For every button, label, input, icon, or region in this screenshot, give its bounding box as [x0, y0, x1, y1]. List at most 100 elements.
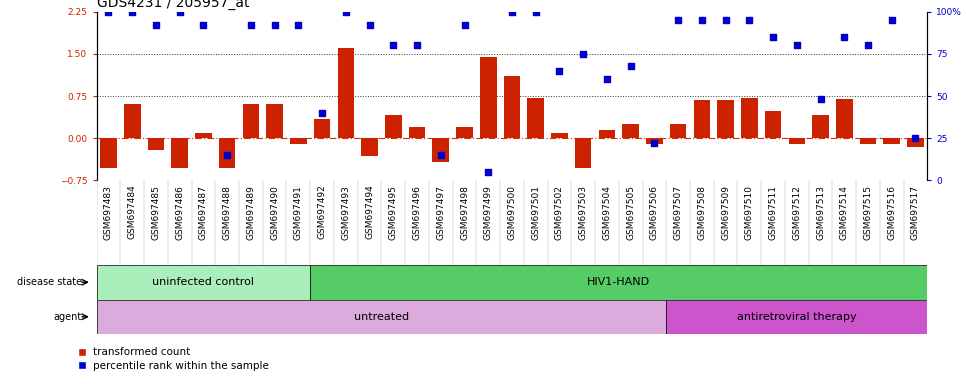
Text: GSM697492: GSM697492: [318, 185, 327, 240]
Point: [267, 22, 282, 28]
Text: GSM697509: GSM697509: [721, 185, 730, 240]
Point: [552, 68, 567, 74]
Bar: [409, 127, 425, 138]
Bar: [148, 138, 164, 149]
Text: GSM697512: GSM697512: [792, 185, 802, 240]
Text: GSM697488: GSM697488: [222, 185, 232, 240]
Bar: [575, 138, 591, 167]
Bar: [97, 265, 310, 300]
Point: [670, 17, 686, 23]
Text: GSM697493: GSM697493: [341, 185, 351, 240]
Point: [718, 17, 733, 23]
Text: GSM697485: GSM697485: [152, 185, 160, 240]
Point: [338, 8, 354, 15]
Text: GSM697500: GSM697500: [507, 185, 517, 240]
Bar: [884, 138, 900, 144]
Text: GSM697501: GSM697501: [531, 185, 540, 240]
Bar: [456, 127, 472, 138]
Text: antiretroviral therapy: antiretroviral therapy: [737, 312, 857, 322]
Bar: [907, 138, 923, 147]
Point: [623, 63, 639, 69]
Point: [243, 22, 259, 28]
Text: GSM697489: GSM697489: [246, 185, 255, 240]
Bar: [836, 99, 853, 138]
Bar: [242, 104, 259, 138]
Text: GSM697505: GSM697505: [626, 185, 636, 240]
Point: [599, 76, 614, 82]
Text: GSM697507: GSM697507: [673, 185, 683, 240]
Point: [148, 22, 163, 28]
Text: GSM697502: GSM697502: [554, 185, 564, 240]
Point: [172, 8, 187, 15]
Text: GSM697486: GSM697486: [175, 185, 185, 240]
Text: disease state: disease state: [17, 277, 82, 287]
Point: [504, 8, 520, 15]
Text: GSM697503: GSM697503: [579, 185, 587, 240]
Point: [742, 17, 757, 23]
Text: agent: agent: [54, 312, 82, 322]
Bar: [195, 132, 212, 138]
Point: [433, 152, 448, 158]
Point: [695, 17, 710, 23]
Text: GSM697497: GSM697497: [437, 185, 445, 240]
Text: GSM697484: GSM697484: [128, 185, 137, 240]
Bar: [433, 138, 449, 162]
Bar: [646, 138, 663, 144]
Text: GSM697508: GSM697508: [697, 185, 706, 240]
Bar: [765, 111, 781, 138]
Point: [908, 135, 923, 141]
Bar: [171, 138, 188, 167]
Bar: [718, 100, 734, 138]
Point: [884, 17, 899, 23]
Bar: [667, 300, 927, 334]
Text: GSM697510: GSM697510: [745, 185, 753, 240]
Point: [457, 22, 472, 28]
Text: GSM697517: GSM697517: [911, 185, 920, 240]
Bar: [219, 138, 236, 167]
Point: [410, 42, 425, 48]
Point: [528, 8, 544, 15]
Legend: transformed count, percentile rank within the sample: transformed count, percentile rank withi…: [72, 343, 272, 375]
Bar: [694, 100, 710, 138]
Point: [480, 169, 496, 175]
Bar: [622, 124, 639, 138]
Bar: [552, 132, 568, 138]
Point: [576, 51, 591, 57]
Text: untreated: untreated: [354, 312, 409, 322]
Text: GSM697495: GSM697495: [388, 185, 398, 240]
Bar: [267, 104, 283, 138]
Text: GSM697498: GSM697498: [460, 185, 469, 240]
Text: GSM697516: GSM697516: [887, 185, 896, 240]
Bar: [314, 119, 330, 138]
Text: GSM697515: GSM697515: [864, 185, 872, 240]
Point: [385, 42, 401, 48]
Bar: [669, 124, 687, 138]
Point: [362, 22, 378, 28]
Point: [765, 34, 781, 40]
Bar: [527, 98, 544, 138]
Bar: [860, 138, 876, 144]
Text: GSM697496: GSM697496: [412, 185, 421, 240]
Bar: [290, 138, 306, 144]
Bar: [124, 104, 140, 138]
Bar: [337, 48, 355, 138]
Point: [100, 8, 116, 15]
Bar: [788, 138, 805, 144]
Text: uninfected control: uninfected control: [153, 277, 254, 287]
Point: [125, 8, 140, 15]
Point: [219, 152, 235, 158]
Text: HIV1-HAND: HIV1-HAND: [587, 277, 650, 287]
Text: GSM697499: GSM697499: [484, 185, 493, 240]
Text: GSM697511: GSM697511: [769, 185, 778, 240]
Bar: [385, 114, 402, 138]
Text: GSM697513: GSM697513: [816, 185, 825, 240]
Text: GSM697491: GSM697491: [294, 185, 303, 240]
Point: [837, 34, 852, 40]
Text: GSM697483: GSM697483: [104, 185, 113, 240]
Bar: [361, 138, 378, 156]
Point: [291, 22, 306, 28]
Point: [646, 140, 662, 146]
Text: GDS4231 / 205957_at: GDS4231 / 205957_at: [97, 0, 249, 10]
Bar: [812, 114, 829, 138]
Bar: [100, 138, 117, 167]
